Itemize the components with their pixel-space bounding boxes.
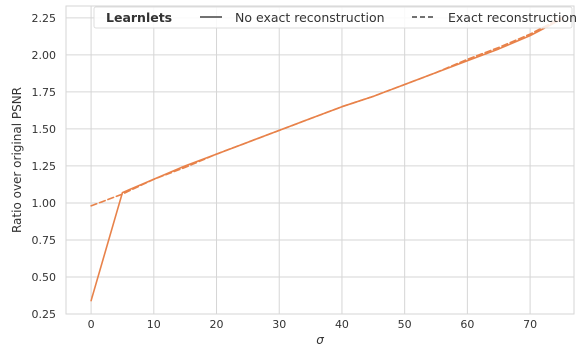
x-tick-label: 60	[460, 318, 474, 331]
y-tick-label: 2.00	[32, 49, 57, 62]
y-tick-label: 2.25	[32, 12, 57, 25]
series-layer	[90, 17, 563, 302]
y-tick-label: 1.25	[32, 160, 57, 173]
series-line-exact-reconstruction	[90, 17, 563, 207]
y-tick-label: 1.50	[32, 123, 57, 136]
legend-label-exact: Exact reconstruction	[448, 10, 577, 25]
legend-box	[93, 6, 573, 29]
y-axis-title: Ratio over original PSNR	[10, 87, 24, 233]
x-tick-label: 0	[88, 318, 95, 331]
x-tick-label: 20	[210, 318, 224, 331]
y-tick-label: 0.25	[32, 308, 57, 321]
y-tick-label: 0.50	[32, 271, 57, 284]
y-tick-labels: 0.25 0.50 0.75 1.00 1.25 1.50 1.75 2.00 2.25	[32, 12, 57, 321]
legend-title: Learnlets	[106, 10, 172, 25]
y-tick-label: 1.00	[32, 197, 57, 210]
x-tick-label: 30	[272, 318, 286, 331]
y-tick-label: 0.75	[32, 234, 57, 247]
x-tick-labels: 0 10 20 30 40 50 60 70	[88, 318, 538, 331]
plot-frame	[65, 5, 575, 315]
x-tick-label: 70	[523, 318, 537, 331]
x-tick-label: 40	[335, 318, 349, 331]
x-axis-title: σ	[316, 333, 324, 347]
y-tick-label: 1.75	[32, 86, 57, 99]
x-tick-label: 50	[398, 318, 412, 331]
x-tick-label: 10	[147, 318, 161, 331]
legend-label-no-exact: No exact reconstruction	[235, 10, 385, 25]
legend: Learnlets No exact reconstruction Exact …	[93, 6, 577, 29]
